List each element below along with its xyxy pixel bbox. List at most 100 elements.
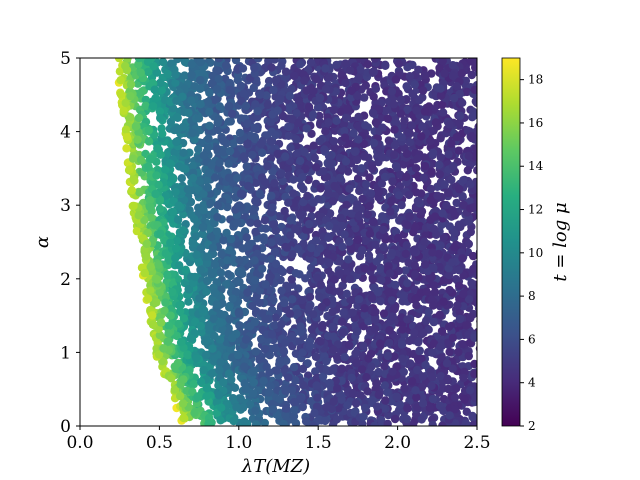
- scatter-point: [481, 394, 489, 402]
- scatter-point: [144, 137, 154, 146]
- scatter-point: [239, 89, 249, 98]
- scatter-point: [292, 109, 301, 118]
- scatter-point: [414, 65, 423, 75]
- scatter-point: [466, 180, 475, 189]
- scatter-point: [462, 87, 472, 97]
- scatter-point: [480, 236, 488, 244]
- scatter-point: [480, 311, 488, 319]
- scatter-point: [412, 393, 421, 402]
- scatter-point: [345, 274, 354, 284]
- scatter-point: [397, 340, 407, 349]
- scatter-point: [262, 362, 271, 372]
- scatter-point: [229, 139, 238, 148]
- scatter-point: [205, 88, 214, 98]
- scatter-point: [253, 107, 262, 116]
- scatter-point: [332, 415, 342, 424]
- scatter-point: [454, 146, 463, 155]
- scatter-point: [405, 212, 414, 221]
- scatter-point: [136, 68, 145, 77]
- scatter-point: [242, 162, 251, 171]
- scatter-point: [359, 341, 368, 350]
- scatter-point: [301, 417, 311, 426]
- scatter-point: [206, 58, 215, 67]
- scatter-point: [322, 403, 331, 412]
- scatter-point: [376, 415, 386, 425]
- scatter-point: [480, 64, 488, 72]
- scatter-point: [430, 287, 440, 297]
- scatter-point: [307, 325, 317, 334]
- scatter-point: [291, 224, 300, 233]
- scatter-point: [384, 410, 393, 420]
- scatter-point: [129, 201, 138, 211]
- scatter-point: [452, 198, 461, 208]
- scatter-point: [356, 391, 365, 400]
- scatter-point: [428, 420, 437, 426]
- scatter-point: [435, 160, 444, 169]
- scatter-point: [379, 242, 388, 252]
- scatter-point: [264, 388, 273, 397]
- scatter-point: [383, 114, 392, 123]
- scatter-point: [478, 335, 486, 343]
- scatter-point: [468, 411, 477, 421]
- scatter-point: [298, 348, 307, 357]
- scatter-point: [450, 243, 459, 252]
- scatter-point: [370, 324, 380, 334]
- scatter-point: [457, 69, 466, 78]
- scatter-point: [448, 364, 457, 373]
- scatter-point: [150, 85, 159, 94]
- scatter-point: [407, 377, 417, 386]
- scatter-point: [188, 173, 198, 183]
- scatter-point: [339, 308, 348, 317]
- scatter-point: [179, 148, 188, 157]
- scatter-point: [275, 356, 284, 366]
- scatter-point: [359, 139, 369, 149]
- scatter-point: [328, 307, 337, 317]
- scatter-point: [381, 61, 390, 70]
- scatter-point: [429, 339, 439, 348]
- scatter-point: [116, 76, 125, 85]
- scatter-point: [337, 376, 346, 386]
- scatter-point: [225, 146, 235, 156]
- scatter-point: [383, 351, 392, 361]
- scatter-point: [141, 101, 150, 111]
- scatter-point: [400, 116, 409, 125]
- scatter-point: [243, 288, 252, 297]
- scatter-point: [238, 269, 247, 278]
- scatter-point: [286, 143, 295, 152]
- scatter-point: [319, 167, 328, 176]
- scatter-point: [354, 295, 364, 304]
- scatter-point: [337, 221, 347, 230]
- scatter-point: [413, 365, 422, 375]
- scatter-point: [296, 394, 305, 403]
- scatter-point: [454, 220, 464, 229]
- scatter-point: [153, 144, 162, 153]
- scatter-point: [390, 352, 399, 361]
- scatter-point: [384, 288, 393, 297]
- scatter-point: [469, 251, 477, 261]
- scatter-point: [295, 337, 305, 346]
- scatter-point: [340, 126, 349, 136]
- scatter-point: [235, 255, 244, 265]
- scatter-point: [329, 345, 338, 355]
- scatter-point: [399, 367, 408, 377]
- scatter-point: [402, 82, 411, 91]
- scatter-point: [354, 211, 364, 221]
- scatter-point: [253, 219, 262, 228]
- scatter-point: [196, 265, 205, 275]
- scatter-point: [214, 391, 224, 400]
- scatter-point: [155, 196, 164, 206]
- scatter-point: [351, 399, 361, 408]
- scatter-point: [315, 292, 324, 302]
- scatter-point: [383, 276, 392, 285]
- scatter-point: [436, 153, 445, 162]
- scatter-point: [366, 189, 376, 198]
- scatter-point: [315, 136, 324, 146]
- scatter-point: [403, 221, 412, 230]
- scatter-point: [385, 269, 395, 278]
- scatter-point: [299, 184, 308, 194]
- scatter-point: [282, 243, 292, 252]
- scatter-point: [178, 226, 188, 235]
- scatter-point: [410, 261, 419, 270]
- scatter-point: [476, 192, 477, 197]
- scatter-point: [266, 117, 275, 127]
